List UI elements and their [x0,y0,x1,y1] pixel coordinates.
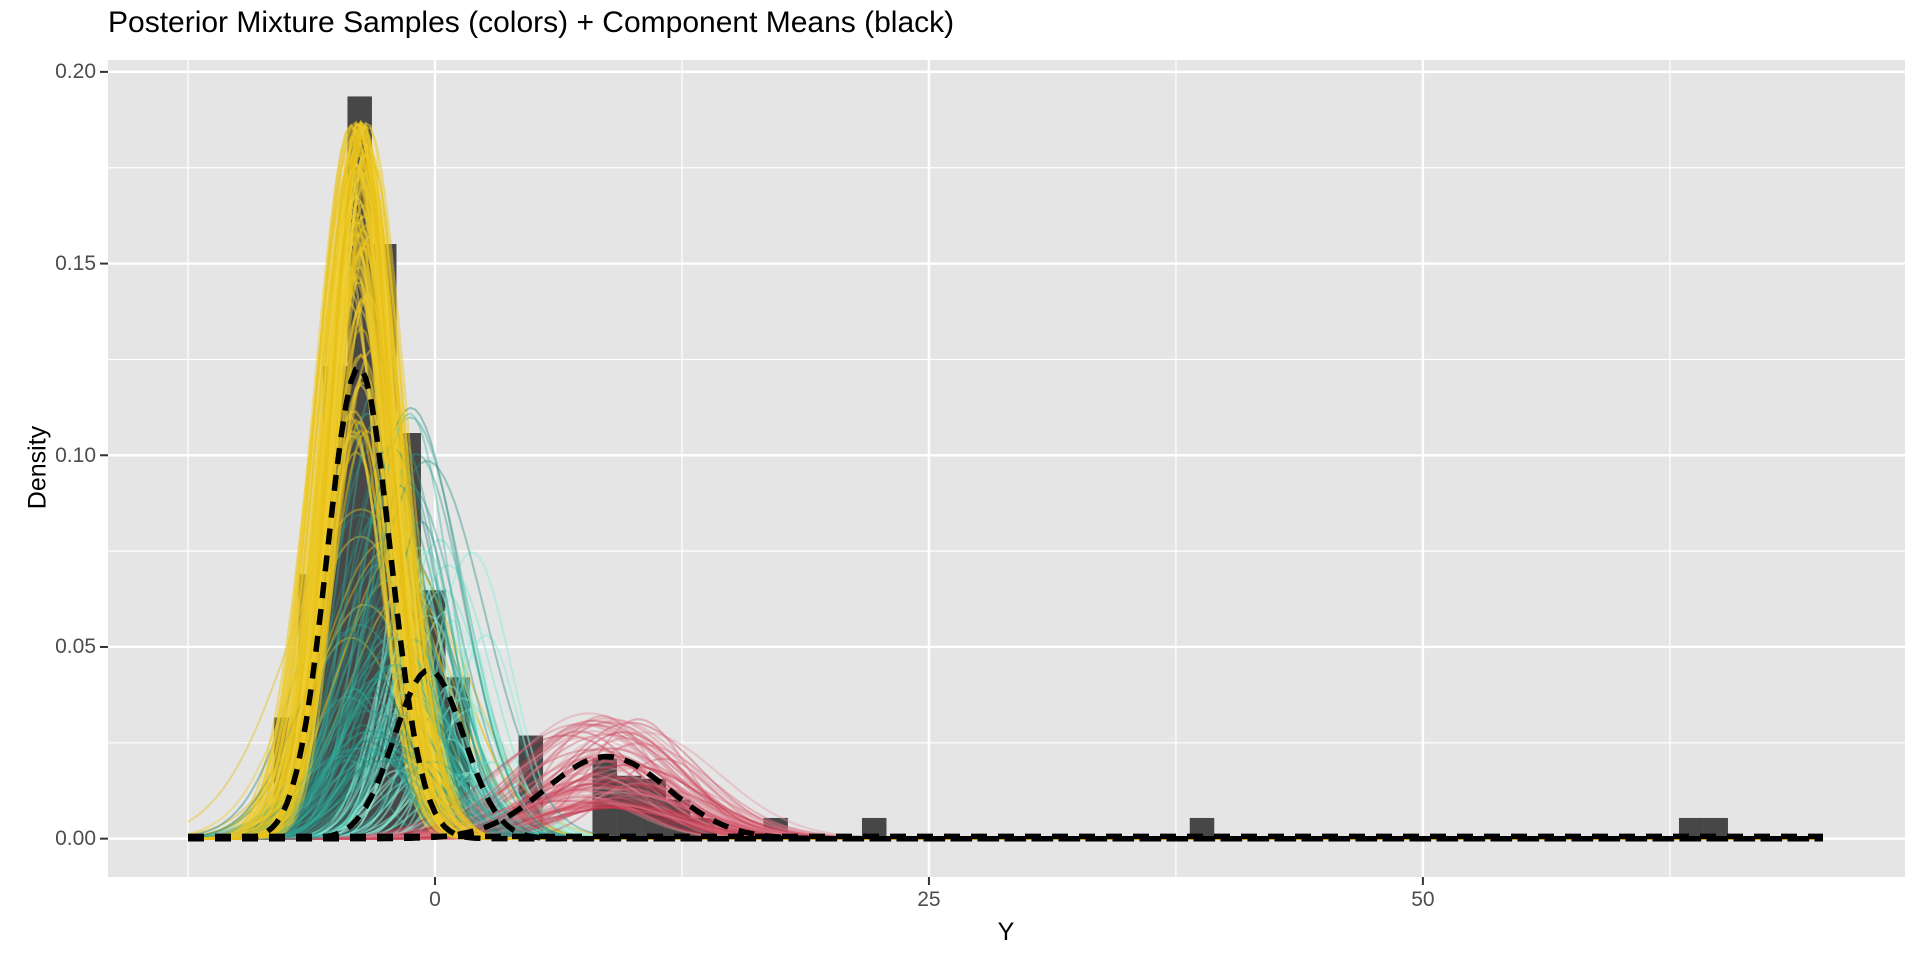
y-tick-label: 0.10 [55,443,96,467]
histogram-bar [690,817,715,839]
x-axis-title: Y [997,918,1015,946]
x-tick-label: 50 [1411,888,1435,911]
histogram-bar [592,758,617,839]
histogram-bar [1189,817,1215,839]
chart-title: Posterior Mixture Samples (colors) + Com… [108,6,955,39]
y-tick-label: 0.00 [55,827,96,851]
histogram-bar [1678,817,1704,839]
histogram-bar [1703,817,1728,839]
component-means-layer [188,364,1823,842]
x-tick-label: 25 [917,888,941,911]
histogram-bar [616,775,642,839]
y-axis-title: Density [23,425,52,510]
histogram-bar [665,799,691,839]
histogram-bar [861,817,887,839]
histogram-bar [641,778,666,839]
y-tick-label: 0.20 [55,60,96,84]
y-tick-label: 0.15 [55,252,96,276]
x-tick-label: 0 [429,888,441,911]
y-tick-label: 0.05 [55,635,96,659]
